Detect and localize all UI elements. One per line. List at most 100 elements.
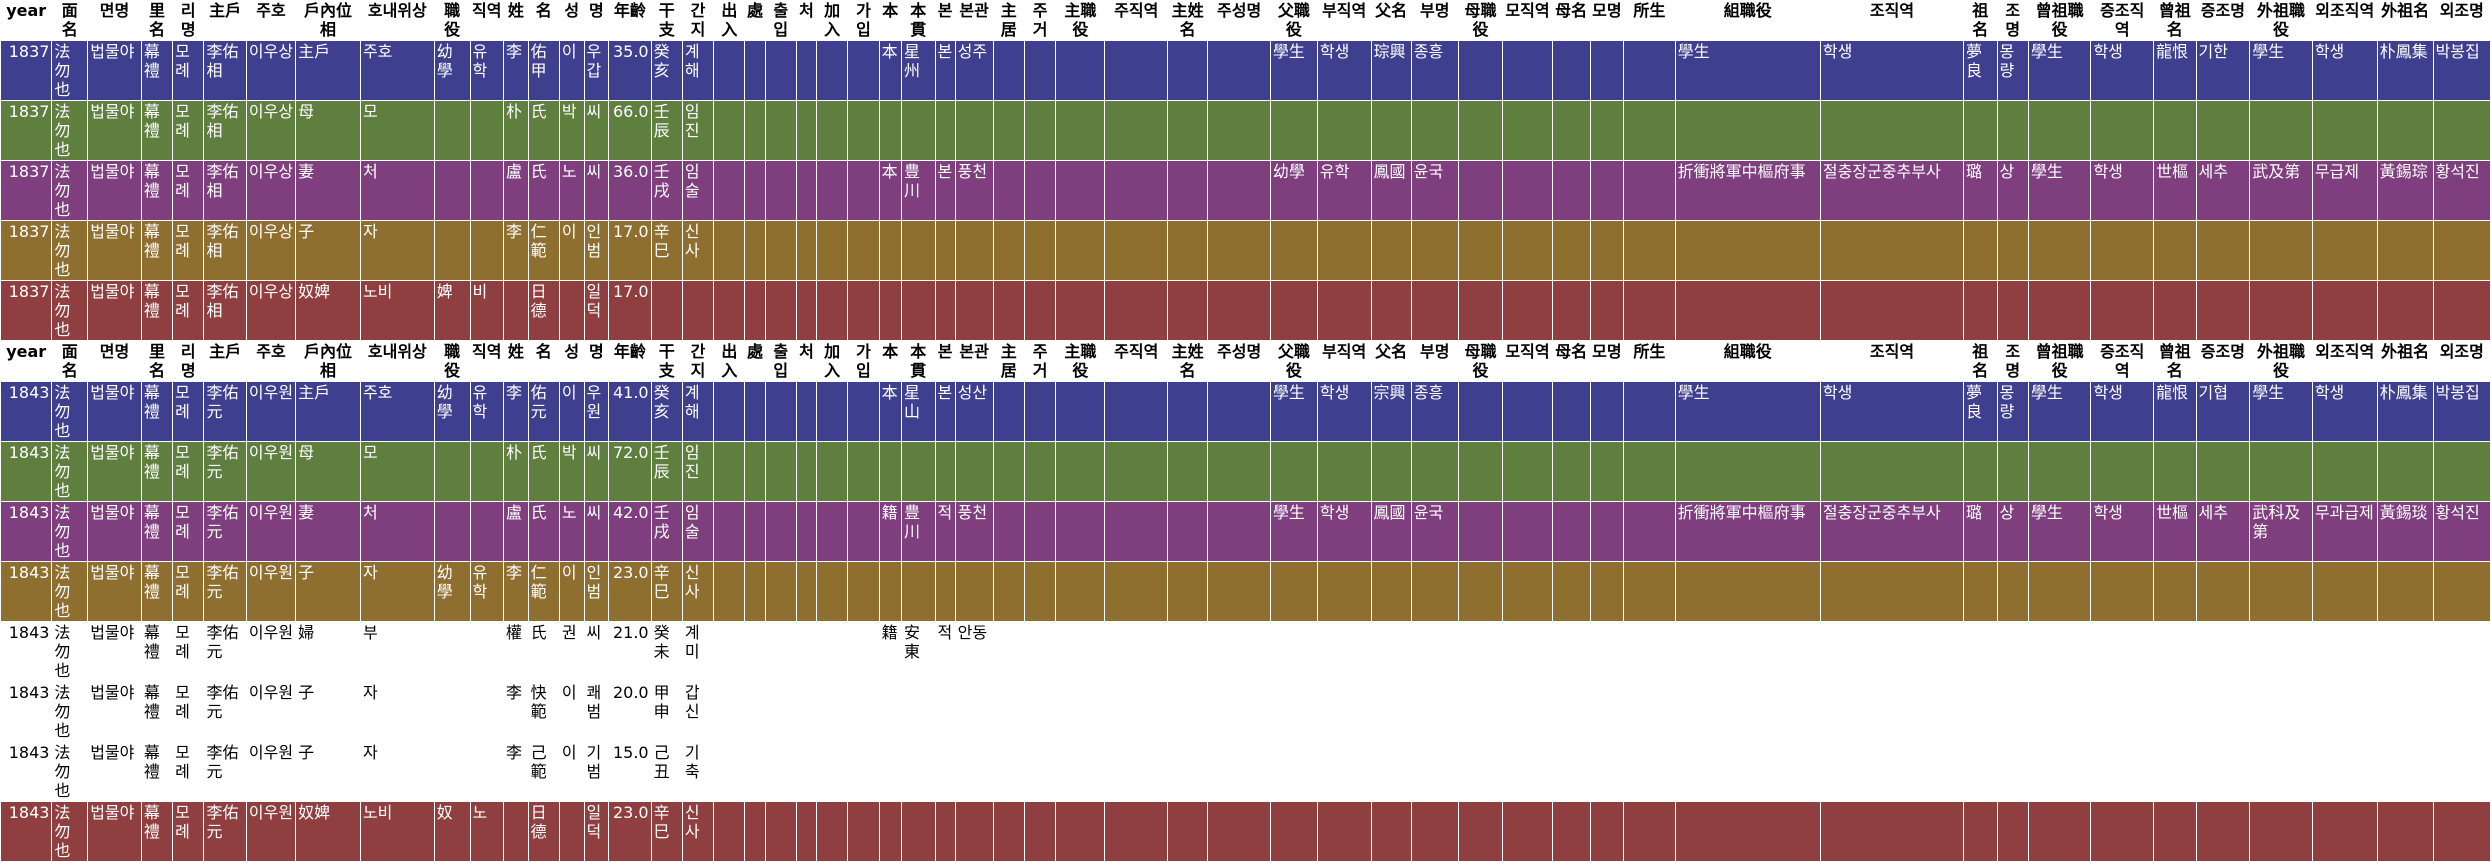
- table-cell[interactable]: 日德: [527, 801, 560, 862]
- table-cell[interactable]: 壬戌: [650, 501, 683, 562]
- table-cell[interactable]: [2376, 100, 2434, 161]
- table-cell[interactable]: [433, 220, 471, 281]
- table-cell[interactable]: 權: [503, 621, 529, 682]
- table-cell[interactable]: [1623, 741, 1676, 802]
- table-cell[interactable]: 이: [558, 220, 585, 281]
- table-cell[interactable]: 李: [503, 40, 529, 101]
- table-cell[interactable]: 23.0: [608, 561, 652, 622]
- table-cell[interactable]: [1819, 621, 1965, 682]
- table-cell[interactable]: 17.0: [608, 220, 652, 281]
- table-cell[interactable]: [1551, 561, 1591, 622]
- table-cell[interactable]: 이우상: [245, 160, 297, 221]
- table-cell[interactable]: [1207, 801, 1271, 862]
- table-cell[interactable]: [744, 381, 766, 442]
- table-cell[interactable]: [1055, 160, 1106, 221]
- table-cell[interactable]: [1316, 561, 1372, 622]
- table-cell[interactable]: [1963, 801, 1998, 862]
- table-cell[interactable]: [1963, 100, 1998, 161]
- table-cell[interactable]: [1269, 220, 1318, 281]
- table-cell[interactable]: 幼學: [433, 561, 471, 622]
- table-cell[interactable]: 辛巳: [650, 220, 683, 281]
- table-cell[interactable]: 子: [295, 220, 361, 281]
- table-cell[interactable]: [469, 100, 505, 161]
- table-cell[interactable]: [2311, 280, 2378, 341]
- table-cell[interactable]: [2027, 621, 2092, 682]
- table-cell[interactable]: [992, 40, 1025, 101]
- table-cell[interactable]: 朴鳳集: [2376, 381, 2434, 442]
- table-cell[interactable]: 임술: [681, 160, 715, 221]
- table-cell[interactable]: 풍천: [954, 501, 994, 562]
- table-cell[interactable]: 李佑相: [203, 160, 247, 221]
- table-cell[interactable]: 부: [359, 621, 435, 682]
- table-cell[interactable]: [469, 501, 505, 562]
- table-cell[interactable]: 1837: [0, 160, 53, 221]
- table-cell[interactable]: 법물야: [87, 220, 142, 281]
- table-cell[interactable]: 法勿也: [51, 160, 89, 221]
- table-cell[interactable]: [1207, 160, 1271, 221]
- table-cell[interactable]: [2090, 681, 2155, 742]
- table-cell[interactable]: 龍恨: [2153, 40, 2197, 101]
- table-cell[interactable]: 기협: [2195, 381, 2251, 442]
- table-cell[interactable]: 이: [558, 741, 585, 802]
- table-cell[interactable]: [2311, 621, 2378, 682]
- table-cell[interactable]: [992, 741, 1025, 802]
- table-cell[interactable]: [1589, 681, 1625, 742]
- table-cell[interactable]: [764, 441, 797, 502]
- table-cell[interactable]: [1023, 681, 1057, 742]
- table-cell[interactable]: [1589, 220, 1625, 281]
- table-cell[interactable]: 本: [878, 381, 902, 442]
- table-cell[interactable]: 인범: [583, 220, 610, 281]
- table-cell[interactable]: [1819, 561, 1965, 622]
- table-cell[interactable]: [900, 441, 936, 502]
- table-cell[interactable]: 임술: [681, 501, 715, 562]
- table-cell[interactable]: 李: [503, 561, 529, 622]
- table-cell[interactable]: 이우원: [245, 801, 297, 862]
- table-cell[interactable]: [2249, 741, 2313, 802]
- table-cell[interactable]: [795, 441, 818, 502]
- table-cell[interactable]: [1963, 280, 1998, 341]
- table-cell[interactable]: 비: [469, 280, 505, 341]
- table-cell[interactable]: 모례: [172, 681, 205, 742]
- table-cell[interactable]: [1023, 100, 1057, 161]
- table-cell[interactable]: 이우상: [245, 100, 297, 161]
- table-cell[interactable]: 법물야: [87, 501, 142, 562]
- table-cell[interactable]: [1502, 441, 1553, 502]
- table-cell[interactable]: 朴鳳集: [2376, 40, 2434, 101]
- table-cell[interactable]: [433, 160, 471, 221]
- table-cell[interactable]: 世樞: [2153, 501, 2197, 562]
- table-cell[interactable]: [2376, 741, 2434, 802]
- table-cell[interactable]: [878, 801, 902, 862]
- table-cell[interactable]: [1316, 100, 1372, 161]
- table-cell[interactable]: [1167, 441, 1209, 502]
- table-cell[interactable]: 이우원: [245, 381, 297, 442]
- table-cell[interactable]: [2027, 741, 2092, 802]
- table-cell[interactable]: 72.0: [608, 441, 652, 502]
- table-cell[interactable]: [1023, 741, 1057, 802]
- table-cell[interactable]: [1316, 280, 1372, 341]
- table-cell[interactable]: 모례: [172, 220, 205, 281]
- table-cell[interactable]: 15.0: [608, 741, 652, 802]
- table-cell[interactable]: [469, 741, 505, 802]
- table-cell[interactable]: 노비: [359, 280, 435, 341]
- table-cell[interactable]: [1996, 561, 2029, 622]
- table-cell[interactable]: 17.0: [608, 280, 652, 341]
- table-cell[interactable]: [1623, 220, 1676, 281]
- table-cell[interactable]: [816, 801, 849, 862]
- table-cell[interactable]: 모례: [172, 801, 205, 862]
- table-cell[interactable]: 윤국: [1410, 501, 1459, 562]
- table-cell[interactable]: [1457, 561, 1504, 622]
- table-cell[interactable]: [1963, 441, 1998, 502]
- table-cell[interactable]: [1457, 621, 1504, 682]
- table-cell[interactable]: 癸亥: [650, 381, 683, 442]
- table-cell[interactable]: 法勿也: [51, 801, 89, 862]
- table-cell[interactable]: 學生: [2027, 501, 2092, 562]
- table-cell[interactable]: 鳳國: [1370, 501, 1412, 562]
- table-cell[interactable]: 41.0: [608, 381, 652, 442]
- table-cell[interactable]: [744, 160, 766, 221]
- table-cell[interactable]: 幕禮: [140, 441, 174, 502]
- table-cell[interactable]: [1410, 741, 1459, 802]
- table-cell[interactable]: [764, 801, 797, 862]
- table-cell[interactable]: [2027, 280, 2092, 341]
- table-cell[interactable]: 학생: [1316, 40, 1372, 101]
- table-cell[interactable]: [1963, 621, 1998, 682]
